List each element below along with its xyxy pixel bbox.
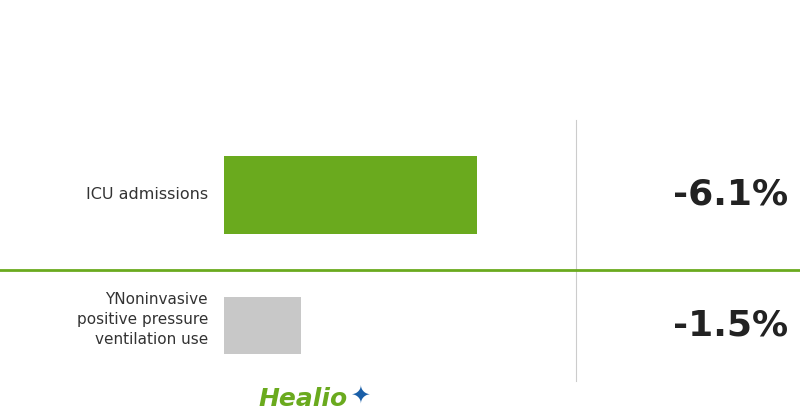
Text: YNoninvasive
positive pressure
ventilation use: YNoninvasive positive pressure ventilati… <box>77 292 208 346</box>
Text: Healio: Healio <box>259 387 348 411</box>
Text: Yearly changes with weight-based non-ICU high-flow: Yearly changes with weight-based non-ICU… <box>100 35 700 54</box>
Bar <box>224 297 302 354</box>
Text: -1.5%: -1.5% <box>673 308 788 342</box>
Text: nasal cannula protocol vs. ICU-only protocol:: nasal cannula protocol vs. ICU-only prot… <box>145 78 655 97</box>
Bar <box>224 156 478 234</box>
Text: -6.1%: -6.1% <box>673 178 788 212</box>
Text: ICU admissions: ICU admissions <box>86 187 208 202</box>
Text: ✦: ✦ <box>350 383 370 407</box>
